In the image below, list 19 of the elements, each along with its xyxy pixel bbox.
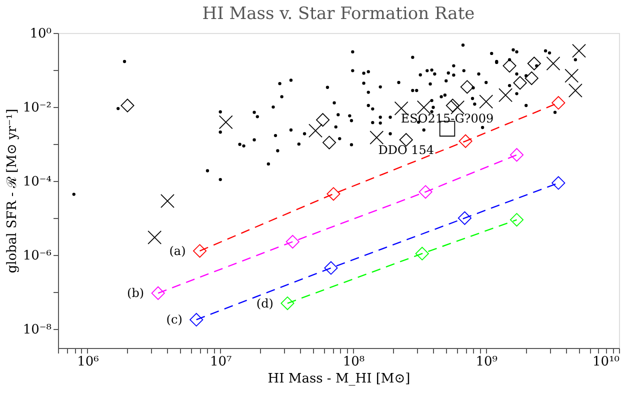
- x-tick-label: 10⁶: [77, 354, 99, 370]
- annotation: (c): [166, 312, 182, 327]
- x-tick-label: 10⁸: [342, 354, 365, 370]
- annotation: (b): [127, 286, 144, 300]
- annotation: ESO215-G?009: [400, 112, 494, 126]
- y-tick-label: 10⁻²: [22, 100, 52, 116]
- y-tick-label: 10⁰: [30, 26, 52, 42]
- x-axis-title: HI Mass - M_HI [M⊙]: [268, 372, 410, 386]
- annotation: (d): [256, 296, 274, 310]
- x-tick-label: 10¹⁰: [592, 354, 620, 370]
- x-tick-label: 10⁹: [476, 354, 498, 370]
- y-tick-label: 10⁻⁴: [22, 174, 52, 190]
- annotation: (a): [169, 244, 186, 258]
- chart-title: HI Mass v. Star Formation Rate: [202, 4, 475, 24]
- annotation: DDO 154: [378, 142, 434, 157]
- y-tick-label: 10⁻⁸: [22, 322, 52, 338]
- y-axis-title: global SFR - ℛ [M⊙ yr⁻¹]: [4, 108, 20, 274]
- y-tick-label: 10⁻⁶: [22, 248, 52, 264]
- x-tick-label: 10⁷: [210, 354, 232, 370]
